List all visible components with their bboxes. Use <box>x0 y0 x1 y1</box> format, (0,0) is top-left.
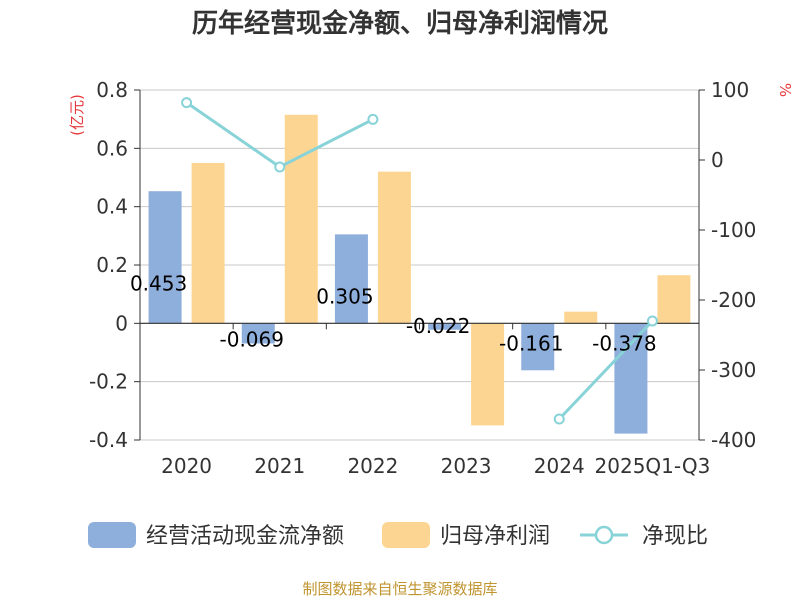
left-tick-label: -0.4 <box>89 428 128 452</box>
cashflow-data-label: 0.453 <box>130 272 187 296</box>
ratio-line-segment <box>558 319 654 421</box>
right-tick-label: -200 <box>711 288 756 312</box>
cashflow-data-label: -0.022 <box>406 314 470 338</box>
legend-label: 经营活动现金流净额 <box>146 524 344 549</box>
legend-marker <box>594 525 614 545</box>
cashflow-bar <box>428 323 462 330</box>
left-axis-unit: (亿元) <box>68 94 86 136</box>
net-profit-bar <box>657 275 691 324</box>
ratio-point <box>181 97 193 109</box>
category-label: 2023 <box>441 454 492 478</box>
legend-label: 净现比 <box>642 524 708 549</box>
category-label: 2021 <box>254 454 305 478</box>
right-tick-label: 100 <box>711 78 749 102</box>
net-profit-bar <box>564 311 598 324</box>
cashflow-data-label: -0.069 <box>220 327 284 351</box>
legend: 经营活动现金流净额 归母净利润 净现比 <box>88 522 708 549</box>
cashflow-data-label: 0.305 <box>316 285 373 309</box>
ratio-line <box>181 97 658 425</box>
left-tick-label: 0 <box>115 311 128 335</box>
cashflow-bar <box>241 323 275 344</box>
right-axis-unit: % <box>776 83 794 97</box>
left-tick-label: -0.2 <box>89 370 128 394</box>
cashflow-data-label: -0.161 <box>499 331 563 355</box>
net-profit-bar <box>471 323 505 426</box>
bars <box>148 114 691 434</box>
ratio-point <box>274 161 286 173</box>
right-tick-label: -100 <box>711 218 756 242</box>
legend-swatch <box>88 522 136 548</box>
category-label: 2025Q1-Q3 <box>595 454 711 478</box>
left-tick-label: 0.6 <box>96 136 128 160</box>
ratio-point <box>367 113 379 125</box>
legend-swatch <box>382 522 430 548</box>
left-tick-label: 0.2 <box>96 253 128 277</box>
source-note: 制图数据来自恒生聚源数据库 <box>302 580 497 598</box>
cashflow-bar <box>521 323 555 371</box>
category-label: 2022 <box>347 454 398 478</box>
category-label: 2024 <box>534 454 585 478</box>
ratio-point <box>646 315 658 327</box>
right-tick-label: 0 <box>711 148 724 172</box>
ratio-point <box>553 413 565 425</box>
left-tick-label: 0.8 <box>96 78 128 102</box>
ratio-line-segment <box>185 101 374 169</box>
right-tick-label: -300 <box>711 358 756 382</box>
left-tick-label: 0.4 <box>96 195 128 219</box>
legend-label: 归母净利润 <box>440 524 550 549</box>
cashflow-bar <box>148 191 182 324</box>
cashflow-bar <box>334 234 368 324</box>
data-labels: 0.453 -0.069 0.305 -0.022 -0.161 -0.378 <box>130 272 657 356</box>
cashflow-data-label: -0.378 <box>592 331 656 355</box>
chart-title: 历年经营现金净额、归母净利润情况 <box>192 8 608 39</box>
net-profit-bar <box>284 114 318 324</box>
axes: 0.8 0.6 0.4 0.2 0 -0.2 -0.4 100 0 -100 -200 -300 -40… <box>89 78 756 478</box>
right-tick-label: -400 <box>711 428 756 452</box>
net-profit-bar <box>377 171 411 324</box>
category-label: 2020 <box>161 454 212 478</box>
net-profit-bar <box>191 162 225 324</box>
